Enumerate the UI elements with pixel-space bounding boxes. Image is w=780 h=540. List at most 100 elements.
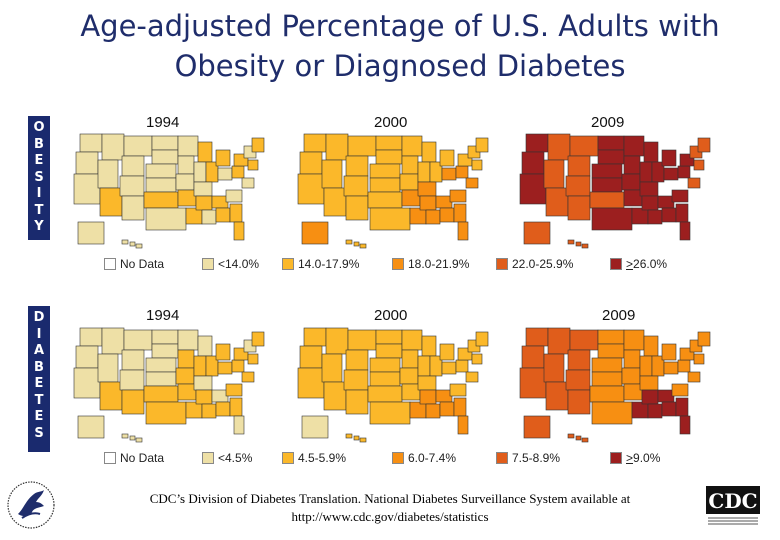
hawaii-tile [129, 241, 136, 247]
state-tile [101, 327, 125, 355]
diabetes-map-2000 [297, 327, 489, 443]
state-tile [215, 207, 231, 223]
state-tile [399, 367, 419, 385]
state-tile [693, 353, 705, 365]
obesity-legend-item: >26.0% [610, 256, 667, 272]
state-tile [543, 159, 565, 189]
diabetes-legend-item: >9.0% [610, 450, 660, 466]
state-tile [399, 173, 419, 191]
state-tile [421, 335, 437, 357]
diabetes-legend-label: 7.5-8.9% [512, 451, 560, 465]
obesity-legend-text: 22.0-25.9% [512, 257, 574, 271]
state-tile [679, 415, 691, 435]
state-tile [457, 221, 469, 241]
page-title: Age-adjusted Percentage of U.S. Adults w… [40, 6, 760, 86]
state-tile [591, 207, 633, 231]
state-tile [623, 349, 641, 369]
diabetes-side-letter: D [33, 310, 45, 325]
state-tile [401, 135, 423, 157]
state-tile [591, 357, 623, 373]
state-tile [369, 371, 401, 387]
state-tile [119, 369, 145, 391]
diabetes-side-letter: S [34, 425, 44, 441]
state-tile [475, 331, 489, 347]
state-tile [101, 133, 125, 161]
state-tile [375, 343, 403, 359]
state-tile [231, 359, 245, 373]
cdc-logo-text: CDC [708, 489, 757, 513]
cdc-logo: CDC [706, 486, 760, 526]
diabetes-legend-swatch [496, 452, 508, 464]
diabetes-legend-text: 9.0% [633, 451, 661, 465]
diabetes-legend-label: 6.0-7.4% [408, 451, 456, 465]
state-tile [229, 397, 243, 417]
obesity-map-1994 [73, 133, 265, 249]
state-tile [97, 353, 119, 383]
hawaii-tile [581, 437, 589, 443]
state-tile [425, 209, 441, 225]
alaska-tile [301, 221, 329, 245]
diabetes-side-letter: E [34, 409, 44, 424]
state-tile [177, 135, 199, 157]
diabetes-legend-label: No Data [120, 451, 164, 465]
obesity-side-letter: T [34, 202, 44, 218]
state-tile [419, 389, 437, 405]
diabetes-legend-item: 4.5-5.9% [282, 450, 346, 466]
state-tile [641, 389, 659, 405]
state-tile [623, 155, 641, 175]
diabetes-legend-item: 6.0-7.4% [392, 450, 456, 466]
state-tile [401, 329, 423, 351]
state-tile [671, 383, 689, 397]
diabetes-year-1994: 1994 [146, 307, 180, 324]
state-tile [401, 189, 421, 207]
state-tile [211, 389, 229, 403]
state-tile [565, 175, 591, 197]
state-tile [321, 353, 343, 383]
state-tile [151, 149, 179, 165]
state-tile [345, 389, 369, 415]
state-tile [197, 335, 213, 357]
state-tile [439, 401, 455, 417]
diabetes-legend-swatch [104, 452, 116, 464]
state-tile [119, 175, 145, 197]
state-tile [193, 375, 213, 391]
state-tile [591, 177, 623, 193]
hawaii-tile [353, 435, 360, 441]
state-tile [525, 327, 549, 347]
state-tile [121, 389, 145, 415]
diabetes-legend: No Data <4.5% 4.5-5.9% 6.0-7.4% 7.5-8.9% >9.0… [0, 450, 780, 470]
state-tile [375, 329, 403, 345]
obesity-legend-item: 22.0-25.9% [496, 256, 573, 272]
state-tile [347, 135, 377, 157]
obesity-side-letter: O [33, 120, 45, 135]
obesity-legend-swatch [610, 258, 622, 270]
state-tile [345, 155, 369, 177]
state-tile [369, 163, 401, 179]
state-tile [185, 207, 203, 225]
state-tile [79, 327, 103, 347]
state-tile [215, 149, 231, 167]
diabetes-legend-text: 4.5-5.9% [298, 451, 347, 465]
state-tile [641, 195, 659, 211]
state-tile [455, 165, 469, 179]
state-tile [521, 345, 545, 369]
state-tile [621, 367, 641, 385]
diabetes-side-letter: A [33, 343, 45, 358]
state-tile [565, 369, 591, 391]
diabetes-legend-swatch [282, 452, 294, 464]
state-tile [455, 359, 469, 373]
obesity-legend: No Data <14.0% 14.0-17.9% 18.0-21.9% 22.0-25… [0, 256, 780, 276]
state-tile [401, 383, 421, 401]
obesity-legend-text: <14.0% [218, 257, 260, 271]
diabetes-side-letter: I [36, 326, 42, 342]
footer-line-1: CDC’s Division of Diabetes Translation. … [149, 491, 631, 506]
state-tile [547, 327, 571, 355]
state-tile [123, 135, 153, 157]
diabetes-legend-label: 4.5-5.9% [298, 451, 346, 465]
state-tile [453, 203, 467, 223]
state-tile [233, 221, 245, 241]
state-tile [435, 195, 453, 209]
state-tile [177, 383, 197, 401]
state-tile [143, 385, 179, 403]
state-tile [597, 149, 625, 165]
